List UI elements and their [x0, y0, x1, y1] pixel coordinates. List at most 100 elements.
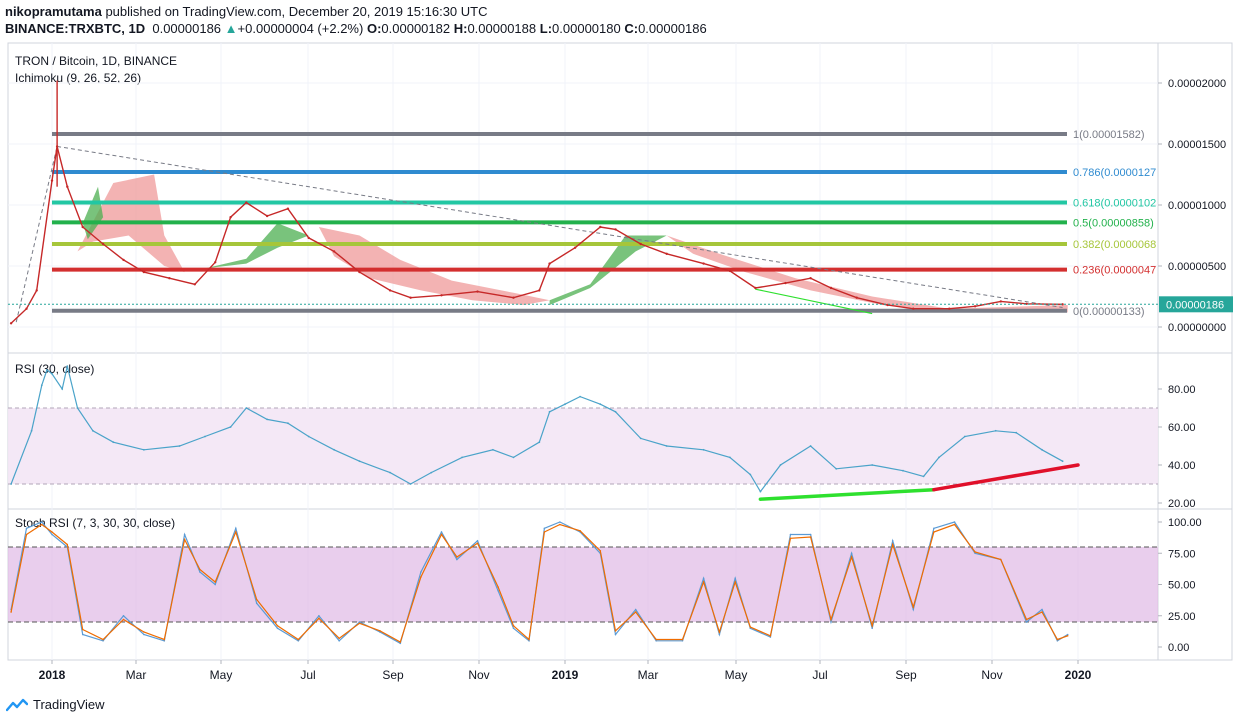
price-point [599, 225, 602, 229]
stoch-point [718, 633, 721, 636]
rsi-point [512, 456, 515, 459]
stoch-point [512, 627, 515, 630]
stoch-point [702, 581, 705, 583]
stoch-point [681, 638, 684, 641]
stoch-point [297, 640, 300, 642]
price-point [809, 277, 812, 280]
rsi-point [665, 445, 668, 447]
tradingview-logo-icon [6, 698, 28, 711]
current-price-label: 0.00000186 [1166, 299, 1224, 311]
price-tick-label: 0.00001500 [1168, 139, 1226, 151]
fib-level-label: 0.618(0.0000102 [1073, 198, 1156, 210]
last-price: 0.00000186 [152, 21, 222, 36]
price-point [784, 281, 787, 285]
stoch-point [789, 533, 792, 536]
stoch-point [399, 642, 402, 645]
price-point [512, 296, 515, 299]
stoch-point [749, 626, 752, 628]
rsi-trendline[interactable] [932, 463, 1080, 492]
ichimoku-cloud-bear [666, 235, 1068, 313]
stoch-point [358, 622, 361, 625]
price-point [25, 307, 28, 310]
rsi-point [61, 388, 64, 390]
ichimoku-cloud-bear [318, 227, 550, 305]
stoch-point [1000, 558, 1002, 561]
rsi-legend: RSI (30, close) [15, 362, 94, 376]
rsi-point [307, 435, 310, 438]
stoch-point [440, 531, 443, 533]
stoch-point [655, 640, 657, 642]
rsi-point [143, 448, 145, 451]
price-point [665, 252, 668, 255]
brand-name: TradingView [33, 697, 105, 712]
price-point [973, 305, 977, 308]
price-series-line[interactable] [10, 146, 1063, 324]
price-tick-label: 0.00000000 [1168, 322, 1226, 334]
publish-line: nikopramutama published on TradingView.c… [5, 4, 487, 20]
rsi-tick-label: 60.00 [1168, 422, 1196, 434]
rsi-point [994, 429, 997, 432]
rsi-point [922, 475, 925, 478]
price-point [1061, 303, 1064, 306]
stoch-point [420, 576, 422, 578]
rsi-line[interactable] [10, 366, 1063, 493]
price-point [286, 207, 290, 210]
rsi-point [76, 407, 79, 409]
stoch-point [579, 530, 581, 532]
time-axis[interactable]: 2018 Mar May Jul Sep Nov 2019 Mar May Jul Sep Nov 20… [39, 660, 1092, 682]
price-point [9, 322, 13, 325]
support-trendline[interactable] [755, 288, 873, 315]
stoch-point [789, 537, 792, 540]
stoch-point [830, 621, 832, 623]
stoch-point [297, 638, 300, 641]
stoch-point [543, 527, 546, 530]
stoch-rsi-pane[interactable]: Stoch RSI (7, 3, 30, 30, close) 100.00 75.… [8, 516, 1202, 654]
stoch-point [235, 531, 237, 533]
rsi-point [548, 410, 551, 413]
price-tick-label: 0.00002000 [1168, 78, 1226, 90]
price-point [229, 216, 232, 219]
stoch-point [183, 533, 186, 536]
stoch-point [953, 521, 956, 523]
price-point [912, 307, 915, 310]
stoch-point [358, 621, 361, 623]
stoch-point [199, 568, 201, 571]
stoch-point [1066, 635, 1069, 637]
price-point [332, 250, 336, 253]
stoch-point [543, 531, 546, 533]
rsi-point [461, 456, 463, 459]
ascending-trendline[interactable] [15, 146, 58, 323]
rsi-point [729, 456, 731, 459]
stoch-point [255, 598, 258, 601]
rsi-point [702, 448, 705, 451]
stoch-point [933, 531, 935, 533]
rsi-point [46, 369, 48, 371]
stoch-point [850, 552, 853, 555]
rsi-point [10, 483, 13, 485]
rsi-trendline[interactable] [758, 487, 936, 501]
price-point [307, 236, 310, 240]
close-value: 0.00000186 [638, 21, 707, 36]
stoch-point [476, 542, 479, 545]
change: +0.00000004 (+2.2%) [237, 21, 364, 36]
stoch-point [456, 556, 458, 558]
stoch-tick-label: 100.00 [1168, 517, 1202, 529]
stoch-point [809, 533, 812, 536]
stoch-point [143, 631, 145, 633]
stoch-point [871, 627, 873, 630]
stoch-point [702, 577, 705, 580]
stoch-point [891, 540, 894, 542]
stoch-point [143, 633, 145, 636]
descending-trendline[interactable] [57, 145, 1063, 308]
low-label: L: [539, 21, 553, 36]
price-pane[interactable]: TRON / Bitcoin, 1D, BINANCE Ichimoku (9, … [8, 54, 1233, 334]
author[interactable]: nikopramutama [5, 4, 102, 19]
rsi-point [871, 464, 874, 466]
price-point [81, 225, 84, 229]
stoch-point [81, 633, 84, 636]
stoch-point [81, 628, 84, 631]
rsi-pane[interactable]: RSI (30, close) 80.00 60.00 40.00 20.00 [8, 362, 1196, 510]
time-tick-label: Jul [812, 668, 827, 682]
stoch-point [235, 527, 237, 530]
